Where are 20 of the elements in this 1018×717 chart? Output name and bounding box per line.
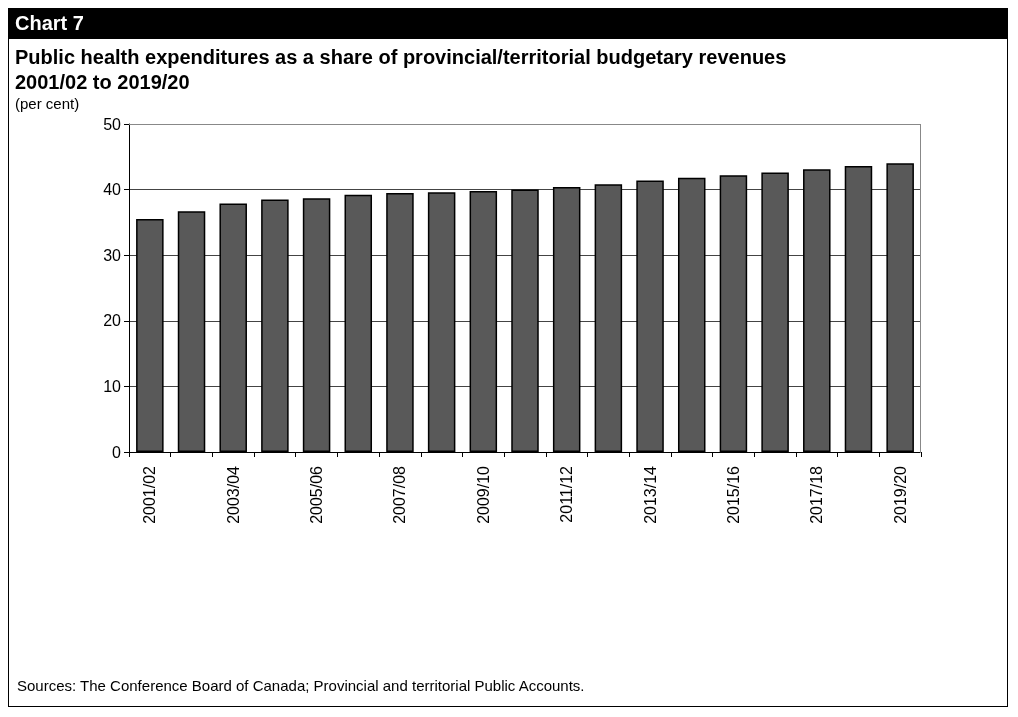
y-tick-label: 30	[103, 246, 122, 264]
y-axis-title: (per cent)	[14, 95, 81, 112]
y-tick-label: 20	[103, 312, 122, 330]
chart-title: Chart 7	[9, 9, 1007, 39]
y-tick-label: 50	[103, 115, 122, 133]
x-tick-label: 2013/14	[641, 465, 659, 524]
x-tick-label: 2019/20	[891, 465, 909, 524]
x-tick-label: 2011/12	[558, 465, 576, 523]
x-tick-label: 2015/16	[724, 465, 742, 524]
x-tick-label: 2009/10	[474, 465, 492, 524]
x-tick-label: 2007/08	[391, 465, 409, 524]
y-tick-label: 10	[103, 377, 122, 395]
x-tick-label: 2001/02	[141, 465, 159, 524]
y-tick-label: 0	[112, 443, 122, 461]
y-tick-label: 40	[103, 181, 122, 199]
chart-subtitle: Public health expenditures as a share of provincial/territorial budgetary revenues 2001/02 to 2019/20	[15, 45, 788, 95]
x-tick-label: 2003/04	[224, 465, 242, 524]
x-tick-label: 2017/18	[808, 465, 826, 524]
source-note: Sources: The Conference Board of Canada; Provincial and territorial Public Accounts.	[17, 677, 585, 694]
x-tick-label: 2005/06	[308, 465, 326, 524]
